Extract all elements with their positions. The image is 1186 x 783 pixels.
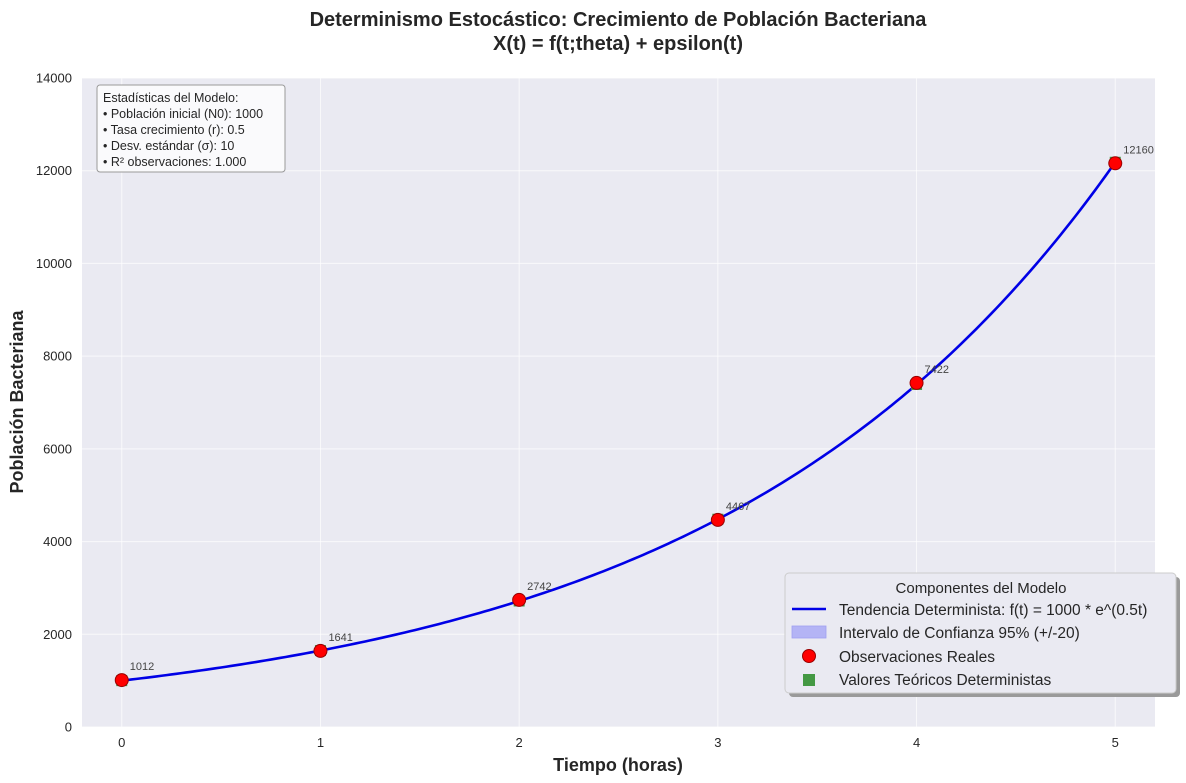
y-tick-label: 0 xyxy=(65,720,72,735)
observation-markers xyxy=(114,156,1123,688)
observation-point xyxy=(512,592,527,607)
x-tick-label: 3 xyxy=(714,735,721,750)
stats-box: Estadísticas del Modelo: • Población ini… xyxy=(96,84,286,173)
data-label: 4467 xyxy=(726,501,750,513)
data-labels: 1012 1641 2742 4467 7422 12160 xyxy=(130,144,1154,673)
chart-subtitle: X(t) = f(t;theta) + epsilon(t) xyxy=(493,33,743,55)
data-label: 12160 xyxy=(1123,144,1154,156)
x-tick-label: 1 xyxy=(317,735,324,750)
y-tick-label: 12000 xyxy=(36,163,72,178)
grid xyxy=(82,77,1155,728)
stats-line: • Tasa crecimiento (r): 0.5 xyxy=(103,123,245,137)
y-tick-label: 10000 xyxy=(36,256,72,271)
observation-point xyxy=(1108,156,1123,171)
x-tick-labels: 0 1 2 3 4 5 xyxy=(118,735,1119,750)
x-tick-label: 5 xyxy=(1112,735,1119,750)
stats-line: • R² observaciones: 1.000 xyxy=(103,155,246,169)
x-tick-label: 0 xyxy=(118,735,125,750)
stats-line: • Desv. estándar (σ): 10 xyxy=(103,139,234,153)
legend-band-swatch xyxy=(791,625,827,639)
data-label: 1641 xyxy=(328,632,352,644)
y-tick-label: 4000 xyxy=(43,534,72,549)
data-label: 7422 xyxy=(925,364,949,376)
x-tick-label: 4 xyxy=(913,735,920,750)
observation-point xyxy=(114,673,129,688)
legend-square-swatch xyxy=(803,674,815,686)
observation-point xyxy=(710,512,725,527)
observation-point xyxy=(313,643,328,658)
legend-entry-ci: Intervalo de Confianza 95% (+/-20) xyxy=(839,625,1080,642)
data-label: 2742 xyxy=(527,581,551,593)
stats-line: • Población inicial (N0): 1000 xyxy=(103,107,263,121)
y-tick-labels: 0 2000 4000 6000 8000 10000 12000 14000 xyxy=(36,71,72,735)
deterministic-trend-line xyxy=(121,161,1117,682)
y-tick-label: 8000 xyxy=(43,349,72,364)
x-tick-label: 2 xyxy=(516,735,523,750)
y-tick-label: 6000 xyxy=(43,441,72,456)
legend-point-swatch xyxy=(802,649,816,663)
x-axis-label: Tiempo (horas) xyxy=(553,755,683,775)
legend: Componentes del Modelo Tendencia Determi… xyxy=(784,572,1180,697)
y-tick-label: 14000 xyxy=(36,71,72,86)
legend-entry-observations: Observaciones Reales xyxy=(839,649,995,666)
legend-entry-trend: Tendencia Determinista: f(t) = 1000 * e^… xyxy=(839,602,1147,619)
observation-point xyxy=(909,375,924,390)
chart-title: Determinismo Estocástico: Crecimiento de… xyxy=(310,9,928,31)
legend-title: Componentes del Modelo xyxy=(896,580,1067,597)
data-label: 1012 xyxy=(130,661,154,673)
stats-title: Estadísticas del Modelo: xyxy=(103,91,239,105)
y-axis-label: Población Bacteriana xyxy=(7,309,27,493)
y-tick-label: 2000 xyxy=(43,627,72,642)
legend-entry-theoretical: Valores Teóricos Deterministas xyxy=(839,672,1051,689)
